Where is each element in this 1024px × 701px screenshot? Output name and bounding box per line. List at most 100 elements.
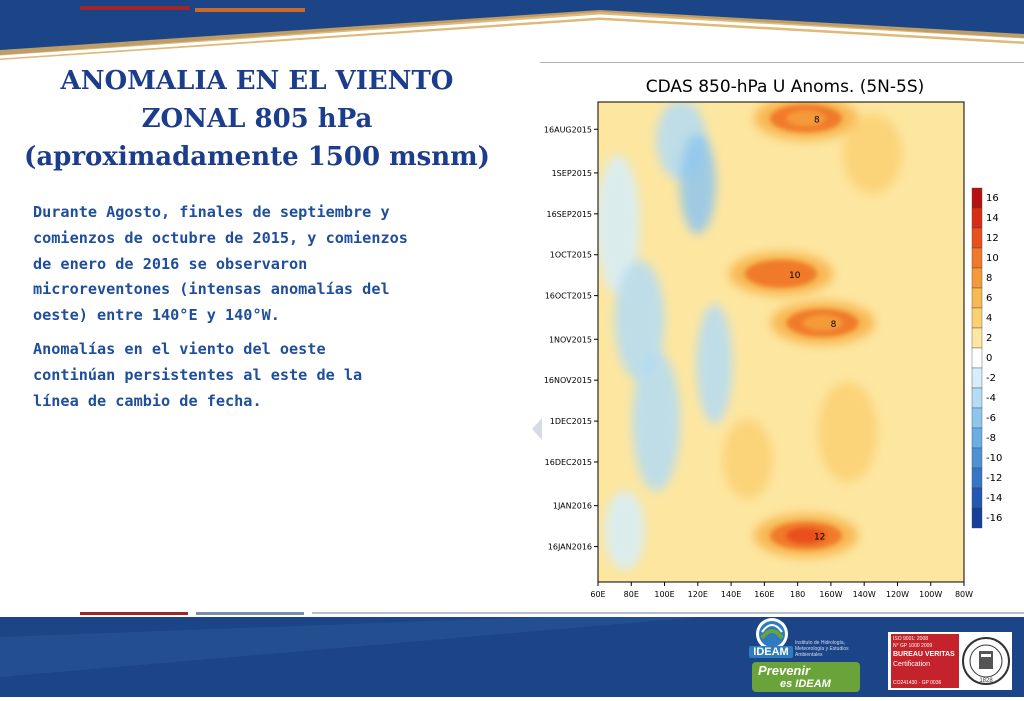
y-tick-label-4: 16OCT2015 xyxy=(545,292,592,301)
burst-peak-label-1: 10 xyxy=(789,271,801,281)
colorbar-swatch-12 xyxy=(971,427,983,449)
colorbar-label-8: 0 xyxy=(986,353,992,364)
paragraph-1: Durante Agosto, finales de septiembre y … xyxy=(33,203,408,325)
colorbar-label-9: -2 xyxy=(986,373,996,384)
burst-core-3 xyxy=(785,527,826,544)
certification-red-panel xyxy=(891,634,959,688)
slide-body: Durante Agosto, finales de septiembre y … xyxy=(33,200,413,422)
colorbar-label-12: -8 xyxy=(986,433,996,444)
colorbar-swatch-1 xyxy=(971,207,983,229)
colorbar-swatch-11 xyxy=(971,407,983,429)
colorbar-label-6: 4 xyxy=(986,313,992,324)
y-tick-label-1: 1SEP2015 xyxy=(552,169,592,178)
x-tick-label-9: 120W xyxy=(886,590,909,599)
anomaly-region-1 xyxy=(614,260,665,381)
chart-top-rule xyxy=(540,62,1024,63)
colorbar-swatch-15 xyxy=(971,487,983,509)
y-tick-label-9: 1JAN2016 xyxy=(553,502,592,511)
x-tick-label-11: 80W xyxy=(955,590,973,599)
colorbar-swatch-5 xyxy=(971,287,983,309)
anomaly-region-10 xyxy=(817,382,878,482)
colorbar-label-13: -10 xyxy=(986,453,1002,464)
colorbar-label-4: 8 xyxy=(986,273,992,284)
cert-company: BUREAU VERITAS xyxy=(893,651,955,658)
colorbar-swatch-7 xyxy=(971,327,983,349)
colorbar-label-2: 12 xyxy=(986,233,999,244)
anomaly-region-12 xyxy=(842,113,903,194)
burst-peak-label-3: 12 xyxy=(814,533,825,543)
colorbar-label-15: -14 xyxy=(986,493,1002,504)
colorbar-label-10: -4 xyxy=(986,393,996,404)
anomaly-region-6 xyxy=(696,303,733,424)
ideam-logo-icon xyxy=(756,618,788,650)
x-tick-label-4: 140E xyxy=(721,590,741,599)
paragraph-2: Anomalías en el viento del oeste continú… xyxy=(33,339,363,410)
x-tick-label-1: 80E xyxy=(624,590,639,599)
top-stripes xyxy=(0,0,1024,20)
colorbar-swatch-14 xyxy=(971,467,983,489)
cert-sub: Certification xyxy=(893,661,930,668)
colorbar-label-7: 2 xyxy=(986,333,992,344)
colorbar-label-3: 10 xyxy=(986,253,999,264)
y-tick-label-5: 1NOV2015 xyxy=(549,335,592,344)
cert-ntc: N° GP 1000 2009 xyxy=(893,643,933,649)
burst-peak-label-2: 8 xyxy=(831,320,837,330)
anomaly-region-8 xyxy=(892,178,953,299)
anomaly-region-9 xyxy=(914,490,964,571)
slogan-box xyxy=(752,662,860,692)
colorbar-swatch-16 xyxy=(971,507,983,529)
colorbar-label-16: -16 xyxy=(986,513,1002,524)
footer-band xyxy=(0,617,1024,697)
x-tick-label-6: 180 xyxy=(790,590,805,599)
x-tick-label-5: 160E xyxy=(754,590,774,599)
ideam-word: IDEAM xyxy=(749,646,793,658)
x-tick-label-10: 100W xyxy=(919,590,942,599)
slogan-top: Prevenir xyxy=(758,663,811,678)
colorbar-swatch-4 xyxy=(971,267,983,289)
colorbar-swatch-2 xyxy=(971,227,983,249)
x-tick-label-7: 160W xyxy=(819,590,842,599)
previous-slide-arrow-icon[interactable] xyxy=(532,418,542,440)
colorbar-swatch-13 xyxy=(971,447,983,469)
hovmoller-svg: CDAS 850-hPa U Anoms. (5N-5S) 8 10 8 12 16A… xyxy=(544,77,1003,599)
anomaly-region-3 xyxy=(604,490,645,571)
colorbar-label-11: -6 xyxy=(986,413,996,424)
colorbar-swatch-10 xyxy=(971,387,983,409)
colorbar-swatch-8 xyxy=(971,347,983,369)
y-tick-label-3: 1OCT2015 xyxy=(550,251,592,260)
slide-title: ANOMALIA EN EL VIENTO ZONAL 805 hPa (apr… xyxy=(24,66,490,172)
y-tick-label-7: 1DEC2015 xyxy=(550,417,592,426)
cert-iso: ISO 9001: 2008 xyxy=(893,636,929,642)
y-tick-label-10: 16JAN2016 xyxy=(548,543,592,552)
anomaly-region-5 xyxy=(679,133,716,234)
anomaly-region-11 xyxy=(722,419,773,500)
colorbar-swatch-9 xyxy=(971,367,983,389)
colorbar-label-5: 6 xyxy=(986,293,992,304)
cert-code: CO241430 · GP 0036 xyxy=(893,680,942,686)
y-tick-label-2: 16SEP2015 xyxy=(547,210,593,219)
burst-core-2 xyxy=(802,314,843,331)
x-tick-label-8: 140W xyxy=(853,590,876,599)
colorbar-label-0: 16 xyxy=(986,193,999,204)
hovmoller-chart: CDAS 850-hPa U Anoms. (5N-5S) 8 10 8 12 16A… xyxy=(540,62,1024,607)
chart-title: CDAS 850-hPa U Anoms. (5N-5S) xyxy=(646,77,925,97)
x-tick-label-2: 100E xyxy=(654,590,674,599)
burst-core-0 xyxy=(785,110,826,127)
anomaly-region-2 xyxy=(632,351,681,492)
y-tick-label-8: 16DEC2015 xyxy=(545,458,592,467)
bureau-veritas-seal-icon: 1828 xyxy=(962,637,1010,685)
y-tick-label-6: 16NOV2015 xyxy=(544,376,592,385)
y-tick-label-0: 16AUG2015 xyxy=(544,125,592,134)
burst-peak-label-0: 8 xyxy=(814,115,820,125)
colorbar-label-14: -12 xyxy=(986,473,1002,484)
slogan-bottom: es IDEAM xyxy=(780,678,831,690)
colorbar-swatch-6 xyxy=(971,307,983,329)
colorbar-swatch-0 xyxy=(971,187,983,209)
bottom-divider xyxy=(0,605,1024,617)
anomaly-region-7 xyxy=(865,324,946,485)
plot-area: 8 10 8 12 xyxy=(598,102,964,582)
burst-core-1 xyxy=(761,265,801,282)
anomaly-region-0 xyxy=(598,154,640,295)
ideam-caption: Instituto de Hidrología, Meteorología y … xyxy=(795,640,849,658)
x-tick-label-0: 60E xyxy=(590,590,605,599)
